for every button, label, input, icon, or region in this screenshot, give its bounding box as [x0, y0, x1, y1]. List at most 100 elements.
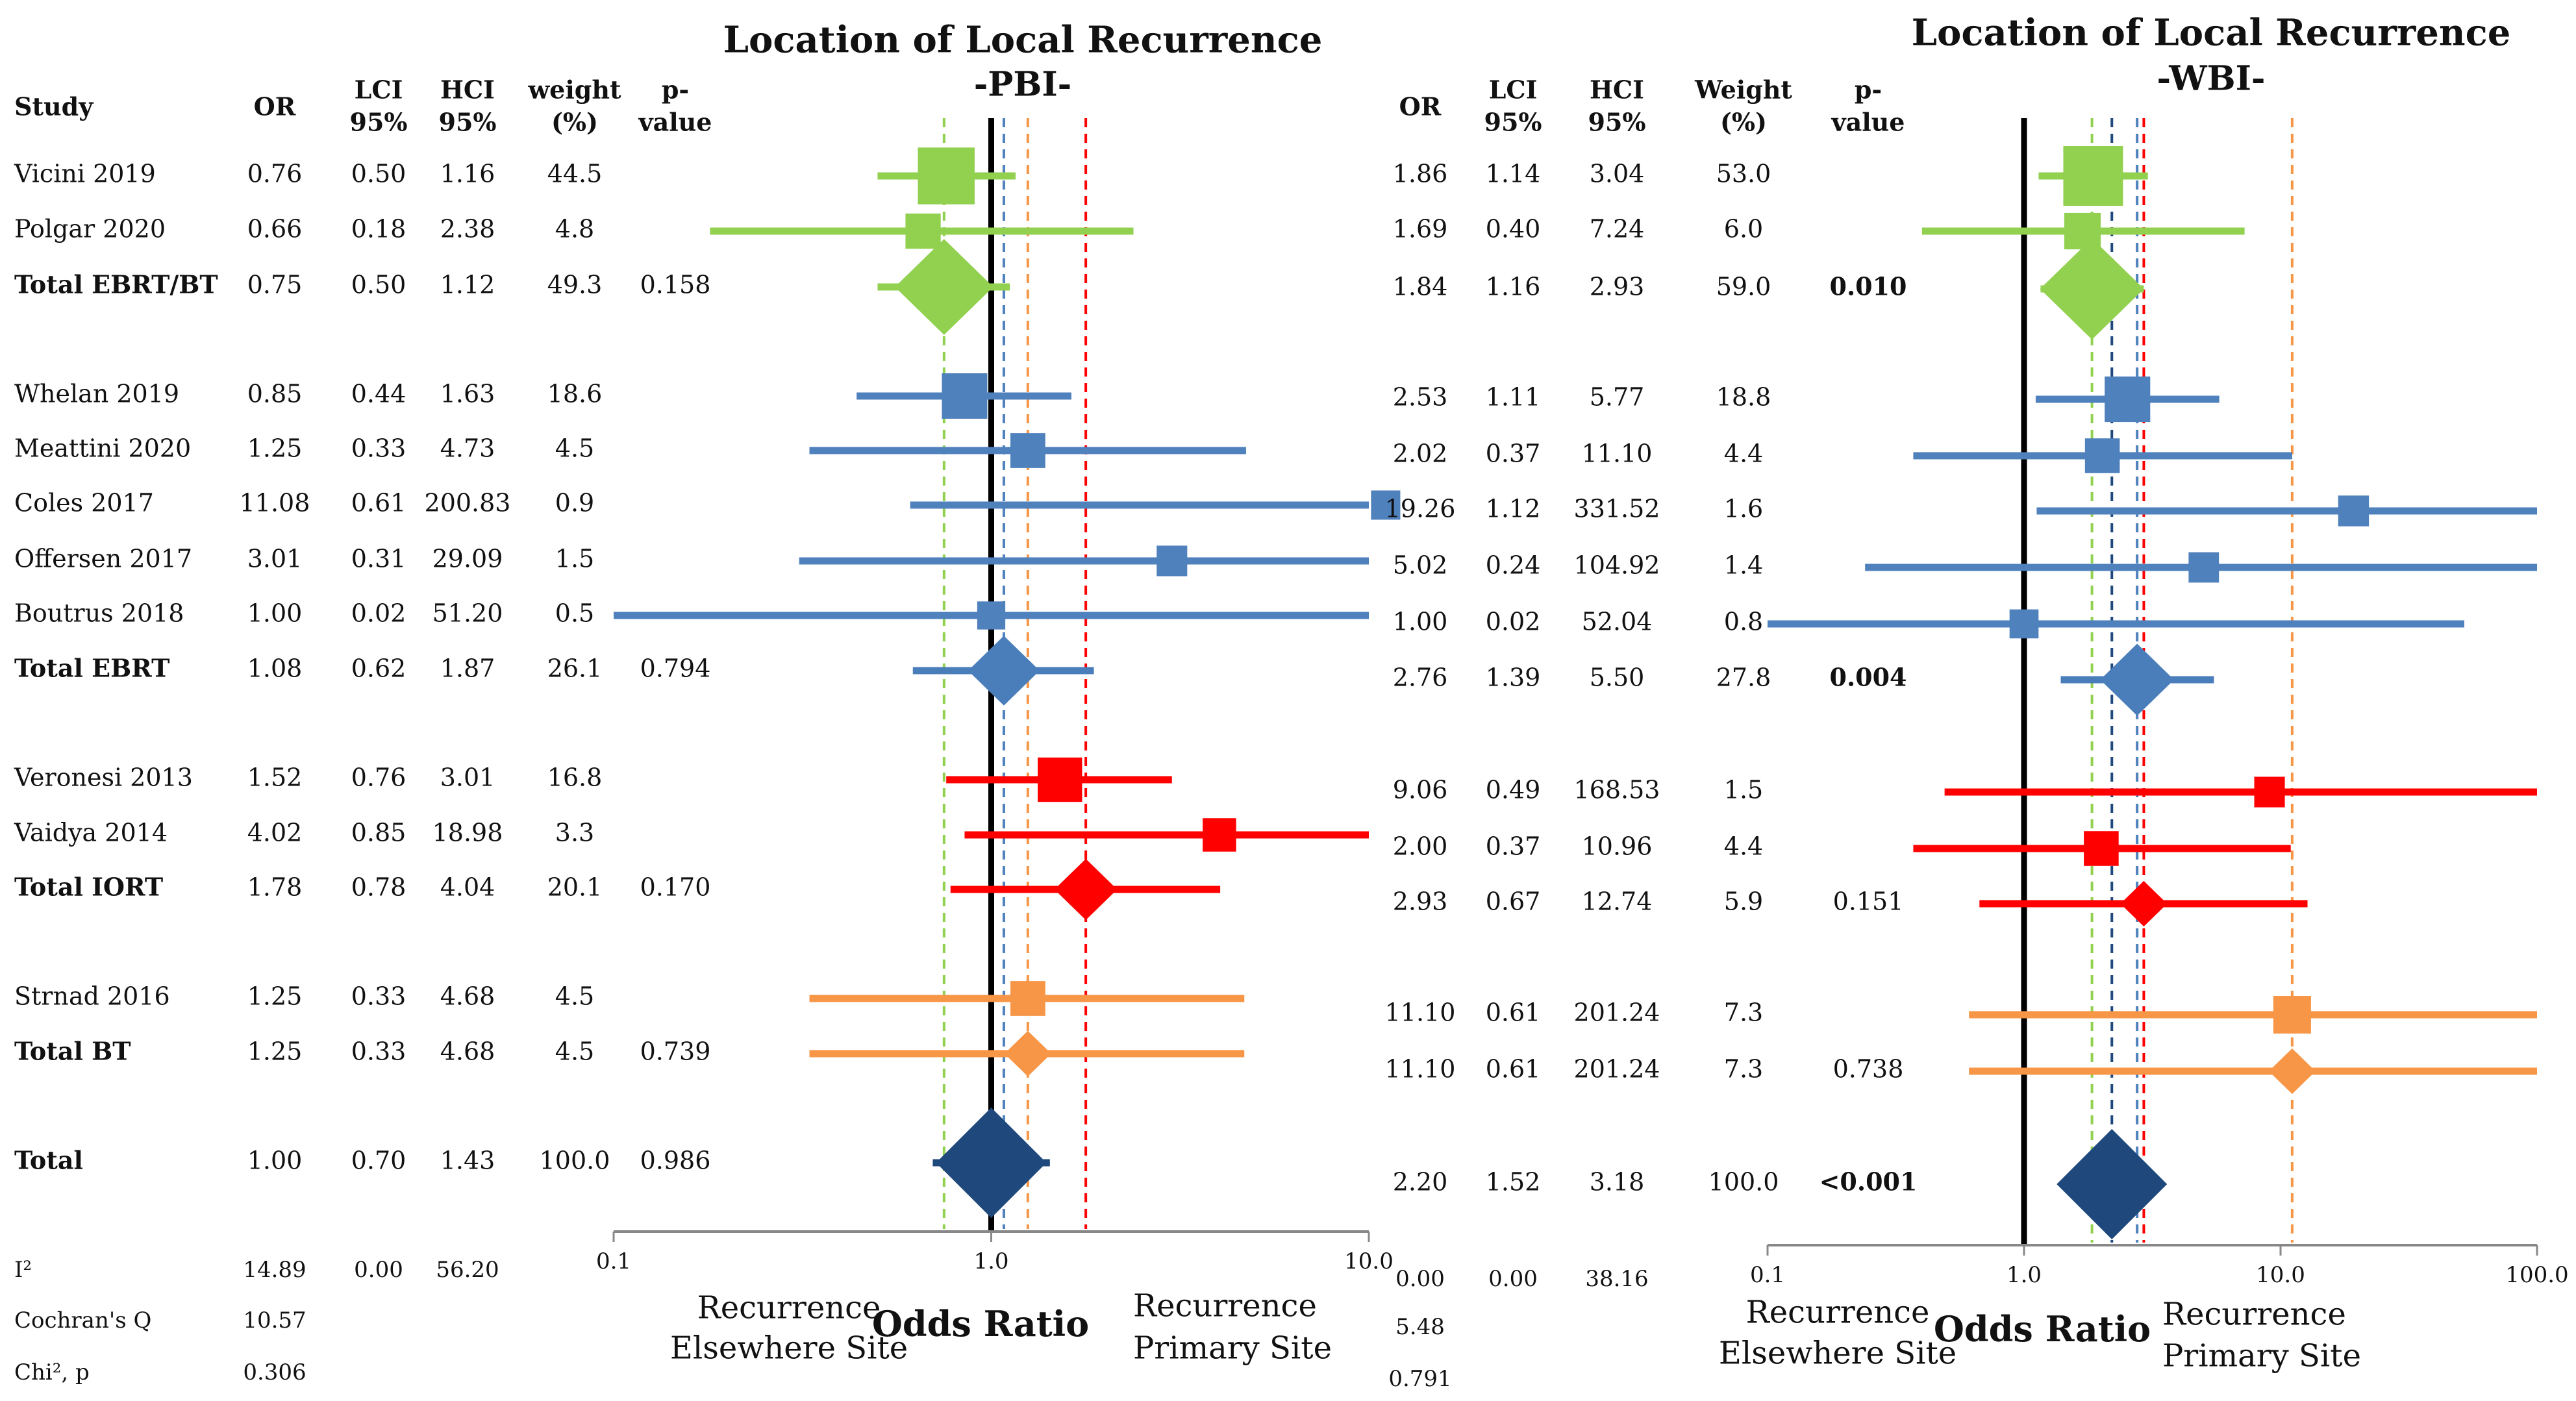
or-value: 1.00 [247, 1147, 303, 1175]
hci-value-wbi: 104.92 [1574, 551, 1660, 580]
wbi-study-marker [2084, 438, 2120, 473]
wbi-plot: 0.1 1.0 10.0 100.0 [1750, 118, 2569, 1288]
or-value-wbi: 2.20 [1393, 1168, 1448, 1196]
lci-value: 0.33 [351, 1037, 406, 1066]
col-header-hci-wbi: HCI [1590, 75, 1644, 105]
weight-value-wbi: 1.6 [1724, 495, 1763, 523]
pbi-study-marker [977, 601, 1006, 630]
lci-value: 0.02 [351, 599, 406, 628]
lci-value-wbi: 1.39 [1486, 663, 1541, 692]
heterogeneity-value: 0.306 [243, 1359, 306, 1385]
hci-value: 1.12 [440, 271, 495, 299]
study-label: Total IORT [14, 873, 163, 902]
pbi-x-axis-title: Odds Ratio [872, 1303, 1089, 1345]
hci-value: 3.01 [440, 763, 495, 792]
heterogeneity-label: I² [14, 1257, 32, 1283]
hci-value-wbi: 168.53 [1574, 776, 1660, 804]
wbi-title-line1: Location of Local Recurrence [1912, 12, 2511, 55]
col-header-pvalue-wbi: value [1831, 108, 1905, 137]
lci-value-wbi: 0.37 [1486, 832, 1541, 861]
wbi-study-marker [2188, 552, 2220, 583]
wbi-tick-label: 1.0 [2007, 1262, 2042, 1288]
p-value: 0.739 [640, 1037, 711, 1066]
study-label: Vicini 2019 [14, 160, 156, 188]
or-value: 1.00 [247, 599, 303, 628]
lci-value: 0.85 [351, 819, 406, 847]
study-label: Meattini 2020 [14, 434, 191, 463]
study-label: Strnad 2016 [14, 982, 170, 1011]
hci-value-wbi: 52.04 [1582, 608, 1653, 636]
p-value: 0.986 [640, 1147, 711, 1175]
heterogeneity-value-wbi: 5.48 [1395, 1314, 1445, 1340]
p-value-wbi: 0.010 [1830, 272, 1907, 301]
col-header-pvalue-wbi: p- [1855, 75, 1882, 105]
weight-value-wbi: 7.3 [1724, 998, 1763, 1027]
pbi-pooled-diamond [936, 1108, 1047, 1218]
pbi-study-marker [918, 147, 975, 205]
lci-value: 0.61 [351, 489, 406, 517]
weight-value-wbi: 27.8 [1716, 663, 1771, 692]
study-label: Vaidya 2014 [14, 819, 168, 847]
weight-value: 18.6 [547, 380, 603, 408]
pbi-study-marker [1157, 545, 1188, 577]
heterogeneity-value: 0.00 [354, 1257, 403, 1283]
col-header-lci-wbi: 95% [1484, 108, 1542, 137]
weight-value-wbi: 0.8 [1724, 608, 1763, 636]
or-value: 1.25 [247, 434, 303, 463]
weight-value-wbi: 53.0 [1716, 160, 1771, 188]
study-label: Total EBRT/BT [14, 270, 218, 299]
or-value: 4.02 [247, 819, 303, 847]
or-value: 1.78 [247, 873, 303, 902]
wbi-study-marker [2063, 146, 2123, 206]
pbi-tick-label: 0.1 [596, 1248, 631, 1274]
heterogeneity-value-wbi: 0.791 [1388, 1366, 1451, 1392]
lci-value-wbi: 1.12 [1486, 495, 1541, 523]
weight-value: 26.1 [547, 654, 603, 683]
pbi-study-marker [1203, 818, 1236, 852]
heterogeneity-label: Chi², p [14, 1359, 90, 1385]
hci-value-wbi: 12.74 [1582, 887, 1653, 916]
lci-value: 0.44 [351, 380, 406, 408]
col-header-hci: HCI [440, 75, 495, 105]
weight-value-wbi: 4.4 [1724, 440, 1763, 468]
p-value-wbi: 0.004 [1830, 663, 1907, 692]
study-label: Veronesi 2013 [14, 763, 193, 792]
wbi-tick-label: 0.1 [1750, 1262, 1785, 1288]
or-value-wbi: 19.26 [1385, 495, 1456, 523]
pbi-left-side-label: Recurrence [697, 1290, 881, 1326]
heterogeneity-value: 14.89 [243, 1257, 306, 1283]
weight-value-wbi: 100.0 [1708, 1168, 1779, 1196]
lci-value-wbi: 1.16 [1486, 273, 1541, 301]
weight-value-wbi: 4.4 [1724, 832, 1763, 861]
lci-value-wbi: 0.37 [1486, 440, 1541, 468]
wbi-pooled-diamond [2100, 643, 2175, 716]
hci-value: 18.98 [432, 819, 503, 847]
heterogeneity-value-wbi: 0.00 [1488, 1266, 1538, 1292]
or-value-wbi: 2.93 [1393, 887, 1448, 916]
hci-value: 51.20 [432, 599, 503, 628]
pbi-pooled-diamond [968, 636, 1040, 706]
or-value: 1.25 [247, 1037, 303, 1066]
wbi-study-marker [2273, 995, 2311, 1034]
wbi-study-marker [2338, 495, 2370, 527]
pbi-plot: 0.1 1.0 10.0 [596, 118, 1401, 1274]
wbi-study-marker [2254, 776, 2285, 808]
lci-value-wbi: 1.11 [1486, 383, 1541, 412]
hci-value-wbi: 2.93 [1590, 273, 1645, 301]
heterogeneity-value: 10.57 [243, 1308, 306, 1333]
study-label: Total BT [14, 1037, 131, 1066]
wbi-pooled-diamond [2040, 238, 2144, 340]
hci-value: 2.38 [440, 215, 495, 243]
pbi-title-line2: -PBI- [974, 65, 1072, 105]
wbi-left-side-label: Elsewhere Site [1719, 1335, 1957, 1372]
col-header-lci: 95% [350, 108, 408, 137]
weight-value-wbi: 5.9 [1724, 887, 1763, 916]
lci-value-wbi: 0.24 [1486, 551, 1541, 580]
or-value-wbi: 1.00 [1393, 608, 1448, 636]
hci-value: 1.43 [440, 1147, 495, 1175]
heterogeneity-value: 56.20 [436, 1257, 499, 1283]
hci-value-wbi: 11.10 [1582, 440, 1653, 468]
or-value: 11.08 [240, 489, 310, 517]
or-value: 0.66 [247, 215, 303, 243]
hci-value: 1.16 [440, 160, 495, 188]
